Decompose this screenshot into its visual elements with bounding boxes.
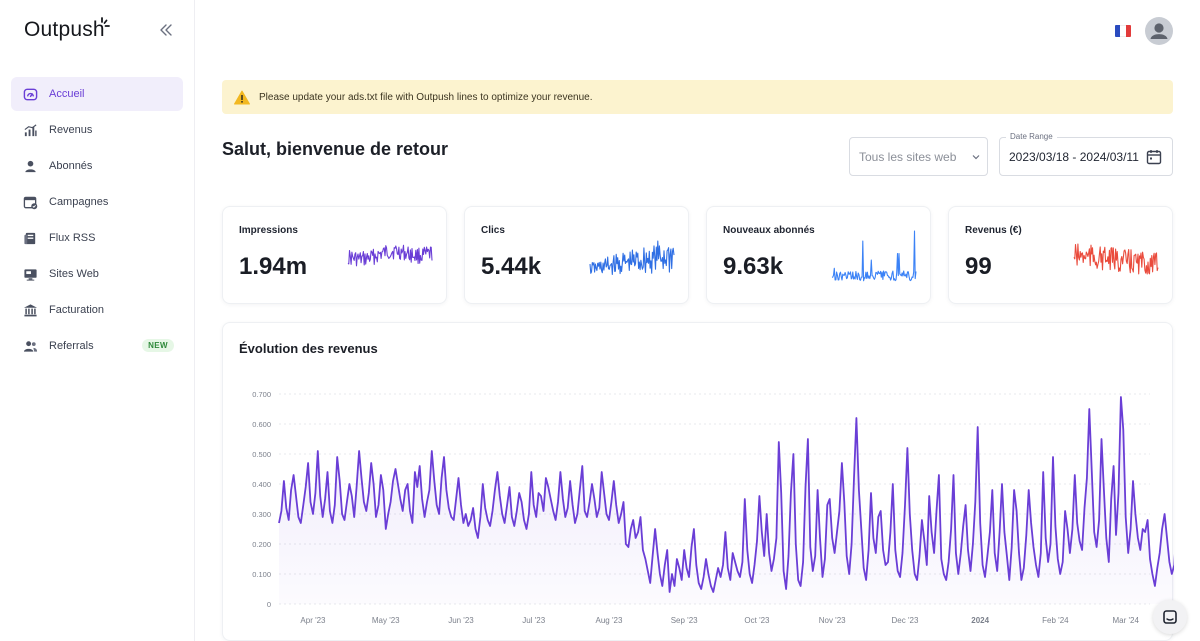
users-icon — [22, 338, 38, 354]
x-tick-label: May '23 — [372, 616, 400, 625]
sidebar-item-campagnes[interactable]: Campagnes — [11, 185, 183, 219]
stat-value: 1.94m — [239, 253, 308, 280]
revenue-chart: 0 0.100 0.200 0.300 0.400 0.500 0.600 0.700 Apr … — [252, 390, 1174, 625]
x-tick-label: Jun '23 — [448, 616, 474, 625]
chart-title: Évolution des revenus — [239, 341, 378, 356]
date-range-value: 2023/03/18 - 2024/03/11 — [1009, 150, 1139, 164]
sidebar-item-label: Sites Web — [49, 268, 99, 280]
x-tick-label: Mar '24 — [1113, 616, 1140, 625]
series-line — [278, 396, 1174, 593]
chevron-down-icon — [972, 155, 980, 160]
stat-value: 5.44k — [481, 253, 542, 280]
double-chevron-left-icon[interactable] — [156, 20, 176, 40]
sidebar-item-facturation[interactable]: Facturation — [11, 293, 183, 327]
stat-label: Revenus (€) — [965, 225, 1022, 236]
stat-value: 99 — [965, 253, 992, 280]
series-area — [279, 397, 1174, 604]
revenus-sparkline — [1073, 243, 1159, 275]
stat-value: 9.63k — [723, 253, 784, 280]
stat-label: Impressions — [239, 225, 298, 236]
sparkline-path — [831, 230, 917, 282]
impressions-sparkline — [347, 244, 433, 267]
x-tick-label: Nov '23 — [819, 616, 846, 625]
avatar-icon[interactable] — [1145, 17, 1173, 45]
site-select[interactable]: Tous les sites web — [849, 137, 988, 176]
calendar-check-icon — [22, 194, 38, 210]
y-tick-label: 0 — [267, 600, 271, 609]
y-tick-label: 0.500 — [252, 450, 271, 459]
revenue-chart-card: Évolution des revenus 0 0.100 0.200 0.300 0.… — [222, 322, 1174, 641]
ads-txt-alert: Please update your ads.txt file with Out… — [222, 80, 1173, 114]
y-tick-label: 0.300 — [252, 510, 271, 519]
bank-icon — [22, 302, 38, 318]
sidebar-item-label: Referrals — [49, 340, 94, 352]
alert-text: Please update your ads.txt file with Out… — [259, 91, 593, 103]
page-title: Salut, bienvenue de retour — [222, 139, 449, 159]
sidebar: Outpush Accueil Revenus — [0, 0, 195, 641]
sidebar-item-label: Revenus — [49, 124, 93, 136]
x-tick-label: Oct '23 — [744, 616, 770, 625]
stat-card-clics: Clics 5.44k — [464, 206, 689, 304]
chat-icon — [1163, 610, 1177, 624]
sidebar-item-label: Flux RSS — [49, 232, 96, 244]
abonnes-sparkline — [831, 230, 917, 282]
monitor-icon — [22, 266, 38, 282]
warning-triangle-icon — [234, 90, 250, 104]
stat-card-nouveaux-abonnes: Nouveaux abonnés 9.63k — [706, 206, 931, 304]
y-tick-label: 0.600 — [252, 420, 271, 429]
new-badge: NEW — [142, 339, 174, 352]
x-tick-label: Aug '23 — [596, 616, 623, 625]
x-tick-label: Apr '23 — [300, 616, 326, 625]
stat-card-revenus: Revenus (€) 99 — [948, 206, 1173, 304]
sparkline-path — [1073, 243, 1159, 275]
sparkline-path — [589, 240, 675, 276]
sparkline-path — [347, 244, 433, 267]
sidebar-item-label: Campagnes — [49, 196, 109, 208]
france-flag-icon[interactable] — [1115, 25, 1131, 37]
sidebar-item-referrals[interactable]: Referrals NEW — [11, 329, 183, 363]
x-tick-label: 2024 — [971, 616, 989, 625]
bar-chart-icon — [22, 122, 38, 138]
x-tick-label: Sep '23 — [671, 616, 698, 625]
user-icon — [22, 158, 38, 174]
y-tick-label: 0.400 — [252, 480, 271, 489]
logo[interactable]: Outpush — [24, 18, 105, 41]
y-tick-label: 0.100 — [252, 570, 271, 579]
stat-card-impressions: Impressions 1.94m — [222, 206, 447, 304]
sidebar-item-abonnes[interactable]: Abonnés — [11, 149, 183, 183]
x-tick-label: Jul '23 — [522, 616, 545, 625]
y-tick-label: 0.700 — [252, 390, 271, 399]
sidebar-item-flux-rss[interactable]: Flux RSS — [11, 221, 183, 255]
x-tick-label: Dec '23 — [892, 616, 919, 625]
sidebar-item-label: Abonnés — [49, 160, 93, 172]
clics-sparkline — [589, 240, 675, 276]
stat-label: Clics — [481, 225, 505, 236]
stat-label: Nouveaux abonnés — [723, 225, 815, 236]
x-tick-label: Feb '24 — [1042, 616, 1069, 625]
sidebar-nav: Accueil Revenus Abonnés Campagnes Flux R… — [11, 77, 183, 365]
site-select-value: Tous les sites web — [859, 149, 957, 164]
chat-button[interactable] — [1153, 600, 1187, 634]
rss-feed-icon — [22, 230, 38, 246]
y-tick-label: 0.200 — [252, 540, 271, 549]
sidebar-item-label: Accueil — [49, 88, 85, 100]
sidebar-item-revenus[interactable]: Revenus — [11, 113, 183, 147]
sidebar-item-accueil[interactable]: Accueil — [11, 77, 183, 111]
date-range-label: Date Range — [1006, 132, 1057, 141]
spark-icon — [101, 17, 110, 27]
sidebar-item-label: Facturation — [49, 304, 105, 316]
dashboard-gauge-icon — [22, 86, 38, 102]
calendar-icon[interactable] — [1146, 149, 1162, 165]
date-range-picker[interactable]: Date Range 2023/03/18 - 2024/03/11 — [999, 132, 1173, 176]
sidebar-item-sites-web[interactable]: Sites Web — [11, 257, 183, 291]
